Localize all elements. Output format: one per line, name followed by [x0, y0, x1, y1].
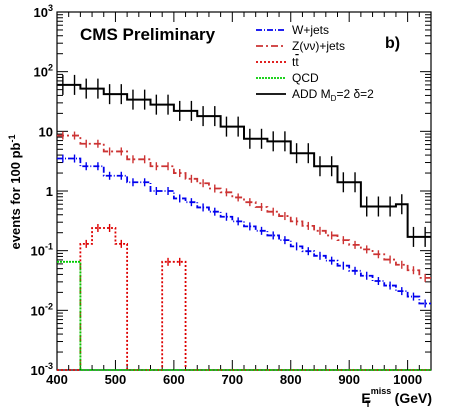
x-axis-label-unit: (GeV): [391, 390, 432, 406]
series-line: [57, 134, 431, 279]
legend-entry: W+jets: [292, 23, 329, 37]
legend: W+jets Z(νν)+jets tt QCD ADD MD=2 δ=2: [256, 23, 374, 103]
x-axis-label: Emiss T (GeV): [361, 386, 432, 409]
y-axis-label-text: events for 100 pb: [8, 142, 23, 249]
series-line: [57, 260, 431, 371]
panel-label: b): [385, 35, 400, 52]
x-axis-label-symbol: E: [361, 390, 370, 406]
legend-entry: ADD MD=2 δ=2: [292, 87, 374, 103]
x-tick-label: 500: [105, 372, 127, 387]
x-tick-label: 700: [221, 372, 243, 387]
y-tick-label: 10-2: [31, 301, 53, 318]
series-1: [57, 131, 431, 282]
series-line: [57, 83, 431, 238]
x-tick-label: 900: [338, 372, 360, 387]
series-3: [57, 260, 431, 371]
series-4: [57, 74, 431, 247]
y-tick-label: 102: [34, 63, 53, 80]
legend-entry: Z(νν)+jets: [292, 39, 345, 53]
x-tick-label: 600: [163, 372, 185, 387]
x-axis-label-subscript: T: [365, 399, 371, 409]
experiment-label: CMS Preliminary: [80, 25, 216, 44]
x-tick-label: 800: [280, 372, 302, 387]
y-tick-label: 1: [46, 184, 53, 199]
series-0: [57, 154, 431, 308]
legend-entry: tt: [292, 55, 299, 69]
y-axis-label-exponent: -1: [7, 135, 17, 143]
x-tick-label: 1000: [393, 372, 422, 387]
y-tick-label: 103: [34, 3, 53, 20]
y-tick-label: 10-3: [31, 361, 53, 378]
y-tick-label: 10: [39, 124, 53, 139]
y-tick-label: 10-1: [31, 242, 53, 259]
y-axis-label: events for 100 pb-1: [7, 135, 23, 250]
x-axis-label-superscript: miss: [371, 386, 392, 396]
series-line: [57, 157, 431, 305]
legend-entry: QCD: [292, 71, 319, 85]
x-tick-label: 400: [46, 372, 68, 387]
